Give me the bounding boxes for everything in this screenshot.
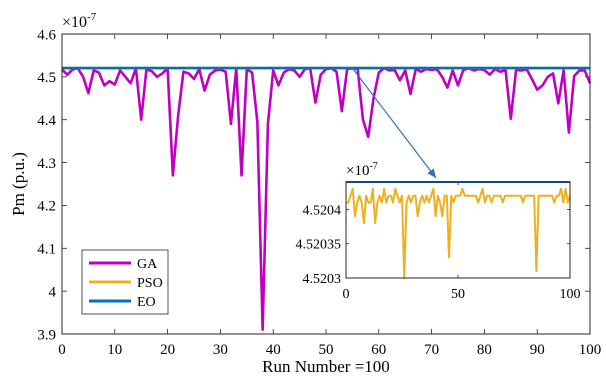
x-tick-label: 100 (579, 342, 602, 358)
inset-plot-frame (345, 181, 571, 279)
series-pso-line (346, 187, 571, 279)
x-tick-label: 40 (266, 342, 281, 358)
inset-scale-factor: ×10-7 (346, 161, 378, 179)
y-scale-factor: ×10-7 (62, 11, 97, 31)
y-scale-exponent: -7 (87, 11, 97, 23)
zoom-arrow (351, 67, 437, 179)
main-series (61, 66, 592, 332)
x-tick-label: 10 (107, 342, 122, 358)
legend-label-ga: GA (137, 257, 158, 272)
x-tick-label: 100 (560, 287, 581, 302)
y-tick-label: 4.3 (37, 156, 56, 172)
legend-label-eo: EO (137, 295, 156, 310)
zoom-arrow-head (427, 168, 436, 178)
inset-zoom: 0 50 100 4.5203 4.52035 4.5204 ×10-7 (296, 161, 581, 302)
main-plot-frame (61, 33, 591, 335)
inset-scale-exponent: -7 (369, 161, 377, 172)
y-tick-label: 3.9 (37, 327, 56, 343)
y-tick-label: 4.52035 (296, 238, 342, 253)
x-tick-label: 0 (58, 342, 66, 358)
x-tick-label: 30 (213, 342, 228, 358)
y-tick-label: 4.6 (37, 27, 56, 43)
x-tick-label: 20 (160, 342, 175, 358)
main-ticklabels: 0 10 20 30 40 50 60 70 80 90 100 3.9 4 4.1 4.2 4.3 4.4 4.… (37, 27, 601, 358)
x-tick-label: 50 (319, 342, 334, 358)
x-tick-label: 80 (477, 342, 492, 358)
legend-label-pso: PSO (137, 276, 163, 291)
y-tick-label: 4.2 (37, 199, 56, 215)
x-axis-label: Run Number =100 (262, 357, 390, 376)
y-scale-base: ×10 (62, 14, 87, 31)
y-tick-label: 4.1 (37, 242, 56, 258)
x-tick-label: 90 (530, 342, 545, 358)
y-tick-label: 4.5204 (303, 203, 342, 218)
x-tick-label: 60 (371, 342, 386, 358)
inset-scale-base: ×10 (346, 163, 369, 179)
x-tick-label: 0 (343, 287, 350, 302)
y-tick-label: 4.5203 (303, 272, 342, 287)
main-ticks (61, 33, 591, 335)
x-tick-label: 70 (424, 342, 439, 358)
x-tick-label: 50 (451, 287, 465, 302)
y-tick-label: 4.4 (37, 113, 56, 129)
zoom-arrow-line (351, 67, 437, 179)
inset-ticklabels: 0 50 100 4.5203 4.52035 4.5204 (296, 203, 581, 302)
y-tick-label: 4.5 (37, 70, 56, 86)
y-axis-label: Pm (p.u.) (9, 152, 28, 216)
legend: GA PSO EO (81, 249, 169, 315)
y-tick-label: 4 (49, 284, 57, 300)
